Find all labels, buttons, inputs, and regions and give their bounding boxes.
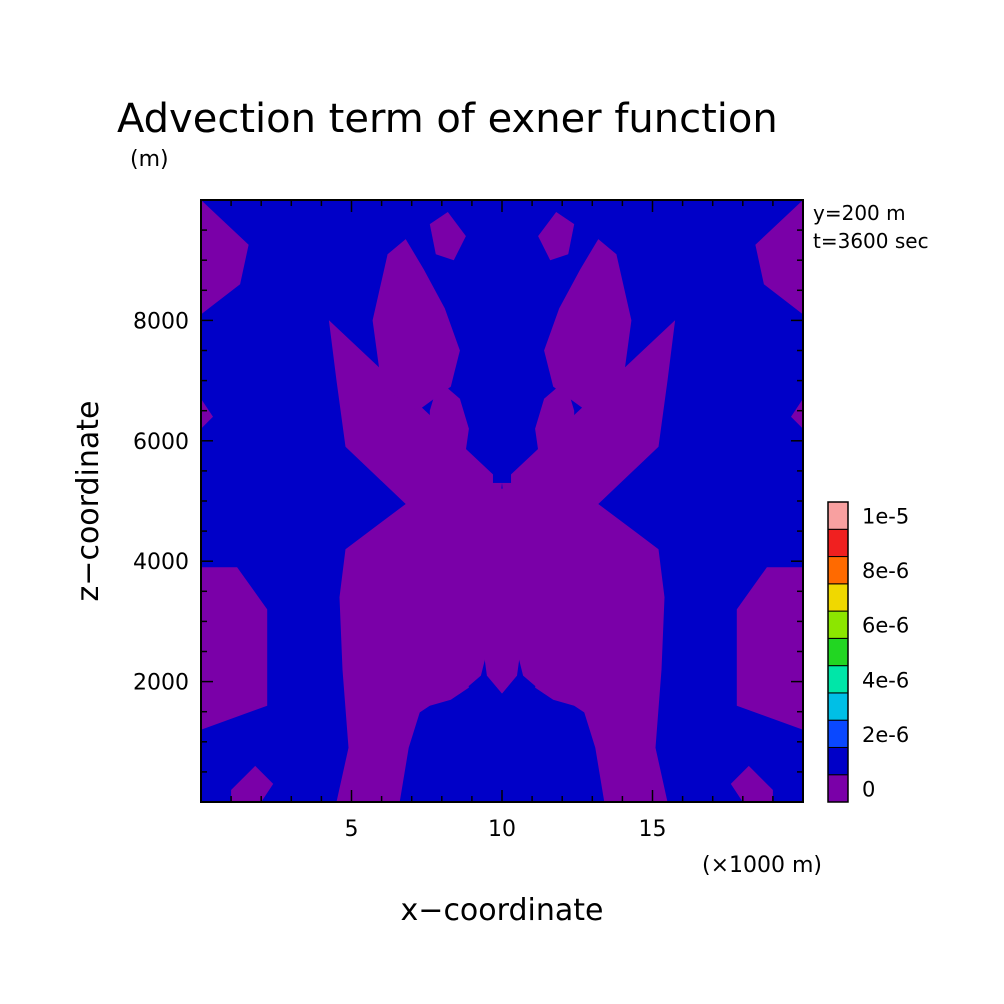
purple-region (231, 765, 274, 802)
colorbar-label: 2e-6 (862, 723, 909, 747)
colorbar-swatch (827, 719, 849, 748)
colorbar-swatch (827, 692, 849, 721)
colorbar-swatch (827, 665, 849, 694)
purple-region (372, 239, 460, 411)
colorbar-swatch (827, 583, 849, 612)
annotation-t: t=3600 sec (813, 229, 929, 253)
purple-region (535, 573, 629, 754)
purple-region (730, 765, 773, 802)
purple-region (535, 380, 575, 483)
purple-region (375, 573, 469, 754)
blue-region (495, 693, 509, 802)
colorbar-label: 0 (862, 777, 875, 801)
colorbar-swatch (827, 501, 849, 530)
purple-region (441, 615, 460, 682)
colorbar-frame (827, 501, 849, 803)
colorbar-swatch (827, 556, 849, 585)
colorbar-swatch (827, 774, 849, 803)
y-tick-label: 6000 (133, 430, 189, 455)
purple-region (477, 482, 502, 694)
units-label: (m) (130, 147, 169, 172)
axis-ticks (201, 200, 803, 802)
colorbar-swatch (827, 746, 849, 776)
colorbar-label: 8e-6 (862, 559, 909, 583)
colorbar-swatch (827, 528, 849, 558)
colorbar-label: 4e-6 (862, 668, 909, 692)
x-tick-labels: 5 10 15 (345, 817, 667, 842)
purple-region (544, 239, 632, 411)
x-tick-label: 10 (488, 817, 516, 842)
purple-region (429, 380, 469, 483)
y-tick-labels: 2000 4000 6000 8000 (133, 309, 189, 695)
purple-region (502, 482, 527, 694)
plot-area (200, 199, 804, 803)
x-tick-label: 15 (639, 817, 667, 842)
colorbar-swatch (827, 637, 849, 667)
purple-region (538, 212, 575, 261)
y-axis-label: z−coordinate (71, 401, 106, 602)
annotation-y: y=200 m (813, 201, 906, 225)
colorbar-label: 6e-6 (862, 614, 909, 638)
purple-region (429, 212, 466, 261)
colorbar-label: 1e-5 (862, 505, 909, 529)
y-tick-label: 4000 (133, 550, 189, 575)
blue-region (492, 200, 512, 483)
field-contours (201, 200, 803, 802)
colorbar-swatch (827, 610, 849, 639)
x-scale-label: (×1000 m) (702, 853, 822, 878)
colorbar: 0 2e-6 4e-6 6e-6 8e-6 1e-5 (827, 501, 909, 803)
y-tick-label: 2000 (133, 671, 189, 696)
x-tick-label: 5 (345, 817, 359, 842)
purple-region (544, 615, 563, 682)
y-tick-label: 8000 (133, 309, 189, 334)
x-axis-label: x−coordinate (401, 893, 604, 928)
chart-title: Advection term of exner function (117, 96, 778, 142)
